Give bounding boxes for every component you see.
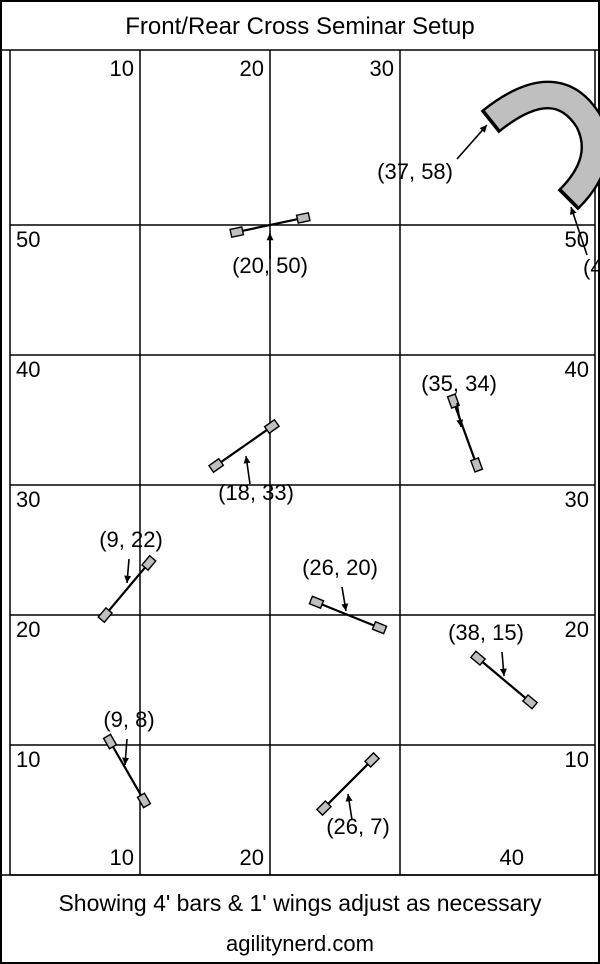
svg-text:10: 10 xyxy=(16,747,40,772)
bar-label: (20, 50) xyxy=(232,253,308,278)
svg-text:(37, 58): (37, 58) xyxy=(377,159,453,184)
bar-label: (26, 20) xyxy=(302,555,378,580)
bar-label: (9, 8) xyxy=(103,707,154,732)
svg-text:20: 20 xyxy=(240,56,264,81)
svg-text:10: 10 xyxy=(565,747,589,772)
footer-line-1: Showing 4' bars & 1' wings adjust as nec… xyxy=(58,890,542,916)
svg-text:50: 50 xyxy=(16,227,40,252)
svg-text:10: 10 xyxy=(110,845,134,870)
svg-text:40: 40 xyxy=(16,357,40,382)
svg-text:20: 20 xyxy=(565,617,589,642)
svg-text:20: 20 xyxy=(240,845,264,870)
bar-label: (35, 34) xyxy=(421,371,497,396)
bar-label: (18, 33) xyxy=(218,480,294,505)
svg-text:40: 40 xyxy=(565,357,589,382)
svg-text:40: 40 xyxy=(500,845,524,870)
bar-label: (38, 15) xyxy=(448,620,524,645)
bar-label: (26, 7) xyxy=(326,814,390,839)
svg-text:30: 30 xyxy=(565,487,589,512)
bar-label: (9, 22) xyxy=(99,527,163,552)
diagram-container: Front/Rear Cross Seminar Setup 10 20 30 10 20… xyxy=(0,0,600,964)
title: Front/Rear Cross Seminar Setup xyxy=(125,13,474,40)
svg-text:20: 20 xyxy=(16,617,40,642)
svg-text:30: 30 xyxy=(16,487,40,512)
diagram-svg: Front/Rear Cross Seminar Setup 10 20 30 10 20… xyxy=(0,0,600,964)
svg-text:10: 10 xyxy=(110,56,134,81)
svg-text:(43, 52): (43, 52) xyxy=(583,255,600,280)
svg-text:30: 30 xyxy=(370,56,394,81)
footer-line-2: agilitynerd.com xyxy=(226,931,374,956)
